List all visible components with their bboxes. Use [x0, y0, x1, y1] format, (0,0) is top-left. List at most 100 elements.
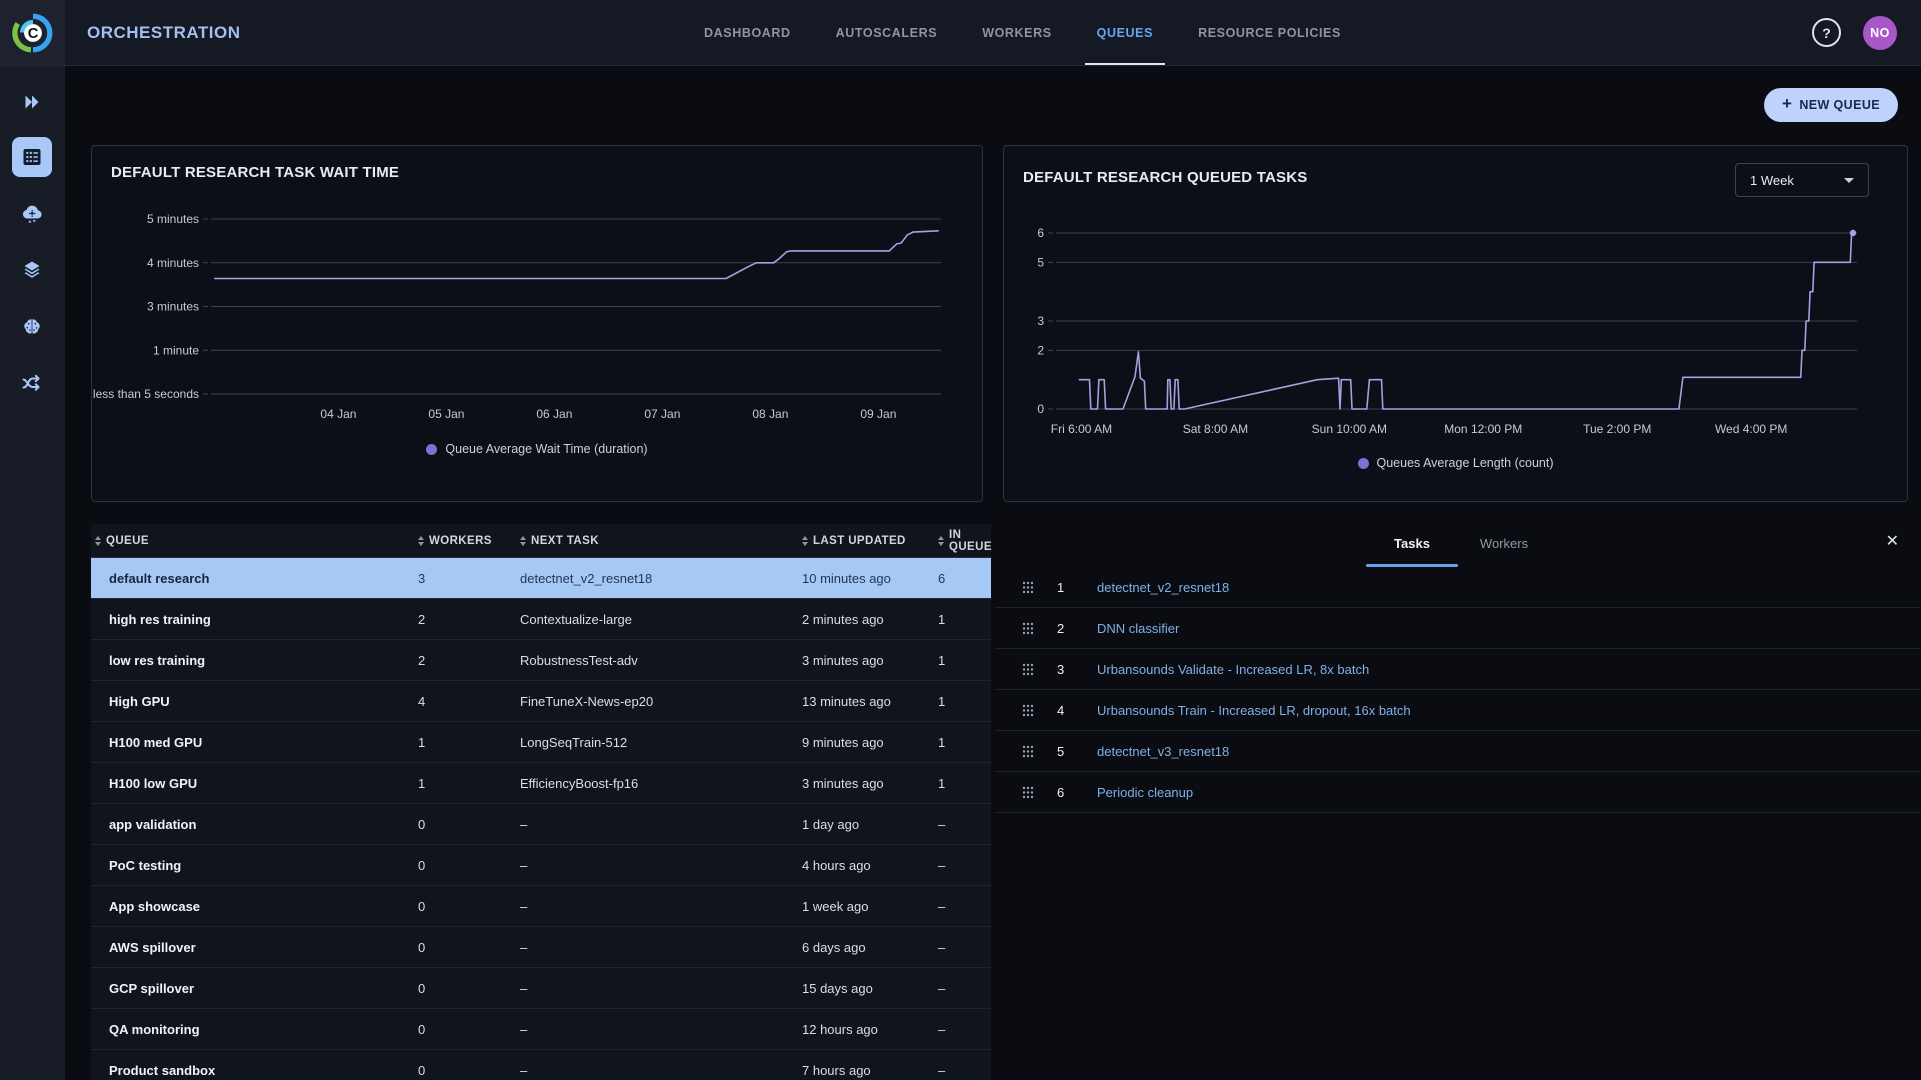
cell-last_updated: 12 hours ago: [802, 1021, 878, 1037]
sort-icon[interactable]: [802, 535, 808, 546]
table-header-row: QUEUE WORKERS NEXT TASK LAST UPDATED IN QUEU…: [91, 524, 992, 558]
sidebar-item-autoscaler[interactable]: [12, 193, 52, 233]
column-header-next_task[interactable]: NEXT TASK: [507, 535, 789, 547]
drag-handle-icon[interactable]: [1022, 786, 1034, 799]
sort-icon[interactable]: [520, 535, 526, 546]
nav-item-dashboard[interactable]: DASHBOARD: [704, 25, 791, 40]
cell-next_task: –: [520, 898, 528, 914]
sort-icon[interactable]: [418, 535, 424, 546]
cell-workers: 3: [418, 570, 426, 586]
avatar[interactable]: NO: [1863, 15, 1897, 50]
svg-text:09 Jan: 09 Jan: [860, 407, 896, 421]
cell-in_queue: 1: [938, 775, 946, 791]
svg-text:08 Jan: 08 Jan: [752, 407, 788, 421]
cell-next_task: –: [520, 816, 528, 832]
column-header-last_updated[interactable]: LAST UPDATED: [789, 535, 925, 547]
queue-row-h100-med-gpu[interactable]: H100 med GPU 1 LongSeqTrain-512 9 minutes a…: [91, 722, 991, 763]
queue-row-high-gpu[interactable]: High GPU 4 FineTuneX-News-ep20 13 minutes a…: [91, 681, 991, 722]
sidebar-item-brain[interactable]: [12, 307, 52, 347]
svg-text:1 minute: 1 minute: [153, 343, 199, 357]
sidebar-item-queues[interactable]: [12, 137, 52, 177]
queue-row-high-res-training[interactable]: high res training 2 Contextualize-large 2 m…: [91, 599, 991, 640]
queued-tasks-panel: DEFAULT RESEARCH QUEUED TASKS 1 Week 6 5 3…: [1003, 145, 1908, 502]
pipelines-icon: [22, 374, 40, 391]
wait-time-chart: 5 minutes 4 minutes 3 minutes 1 minute less …: [93, 212, 941, 421]
nav-item-queues[interactable]: QUEUES: [1084, 0, 1166, 65]
sidebar: [0, 65, 65, 1080]
task-row: 2 DNN classifier: [995, 608, 1921, 649]
task-link[interactable]: Urbansounds Validate - Increased LR, 8x …: [1097, 661, 1370, 677]
cell-last_updated: 1 day ago: [802, 816, 860, 832]
task-row: 3 Urbansounds Validate - Increased LR, 8x…: [995, 649, 1921, 690]
sidebar-item-expand[interactable]: [12, 82, 52, 122]
drag-handle-icon[interactable]: [1022, 704, 1034, 717]
drag-handle-icon[interactable]: [1022, 745, 1034, 758]
column-header-workers[interactable]: WORKERS: [405, 535, 507, 547]
queue-row-h100-low-gpu[interactable]: H100 low GPU 1 EfficiencyBoost-fp16 3 minut…: [91, 763, 991, 804]
queue-row-aws-spillover[interactable]: AWS spillover 0 – 6 days ago –: [91, 927, 991, 968]
cell-queue: H100 low GPU: [109, 775, 198, 791]
column-label: WORKERS: [429, 534, 492, 547]
queue-row-default-research[interactable]: default research 3 detectnet_v2_resnet18 10…: [91, 558, 991, 599]
queue-row-qa-monitoring[interactable]: QA monitoring 0 – 12 hours ago –: [91, 1009, 991, 1050]
cell-last_updated: 1 week ago: [802, 898, 869, 914]
queues-icon: [23, 149, 41, 165]
main-nav: DASHBOARD AUTOSCALERS WORKERS QUEUES RESOURC…: [704, 0, 1341, 65]
top-bar: C ORCHESTRATION DASHBOARD AUTOSCALERS WORK…: [0, 0, 1921, 66]
drag-handle-icon[interactable]: [1022, 581, 1034, 594]
svg-text:05 Jan: 05 Jan: [428, 407, 464, 421]
task-link[interactable]: DNN classifier: [1097, 620, 1180, 636]
queue-row-gcp-spillover[interactable]: GCP spillover 0 – 15 days ago –: [91, 968, 991, 1009]
drag-handle-icon[interactable]: [1022, 663, 1034, 676]
tab-tasks[interactable]: Tasks: [1366, 524, 1458, 567]
cell-workers: 4: [418, 693, 426, 709]
sidebar-item-layers[interactable]: [12, 250, 52, 290]
queued-tasks-title: DEFAULT RESEARCH QUEUED TASKS: [1023, 169, 1308, 186]
new-queue-button[interactable]: + NEW QUEUE: [1764, 88, 1898, 122]
legend-label: Queues Average Length (count): [1376, 456, 1554, 470]
column-header-queue[interactable]: QUEUE: [91, 535, 405, 547]
task-row: 1 detectnet_v2_resnet18: [995, 567, 1921, 608]
queue-row-poc-testing[interactable]: PoC testing 0 – 4 hours ago –: [91, 845, 991, 886]
sidebar-item-pipelines[interactable]: [12, 363, 52, 403]
clearml-logo[interactable]: C: [0, 0, 65, 65]
svg-text:3: 3: [1037, 314, 1044, 328]
column-header-in_queue[interactable]: IN QUEUE: [925, 529, 992, 553]
task-position: 6: [1057, 784, 1065, 800]
queue-row-app-validation[interactable]: app validation 0 – 1 day ago –: [91, 804, 991, 845]
sort-icon[interactable]: [95, 535, 101, 546]
cell-queue: high res training: [109, 611, 211, 627]
cell-in_queue: 1: [938, 693, 946, 709]
column-label: LAST UPDATED: [813, 534, 906, 547]
legend-dot-icon: [1357, 457, 1369, 469]
cell-next_task: detectnet_v2_resnet18: [520, 570, 653, 586]
task-position: 3: [1057, 661, 1065, 677]
nav-item-workers[interactable]: WORKERS: [982, 25, 1052, 40]
task-link[interactable]: detectnet_v3_resnet18: [1097, 743, 1230, 759]
nav-item-autoscalers[interactable]: AUTOSCALERS: [835, 25, 938, 40]
cell-queue: High GPU: [109, 693, 170, 709]
time-range-value: 1 Week: [1750, 172, 1794, 188]
queue-row-low-res-training[interactable]: low res training 2 RobustnessTest-adv 3 min…: [91, 640, 991, 681]
task-link[interactable]: Periodic cleanup: [1097, 784, 1194, 800]
cell-last_updated: 3 minutes ago: [802, 652, 884, 668]
time-range-select[interactable]: 1 Week: [1735, 163, 1869, 197]
task-link[interactable]: detectnet_v2_resnet18: [1097, 579, 1230, 595]
nav-item-resource-policies[interactable]: RESOURCE POLICIES: [1198, 25, 1341, 40]
task-position: 2: [1057, 620, 1065, 636]
help-icon[interactable]: ?: [1812, 18, 1841, 47]
cell-in_queue: 1: [938, 734, 946, 750]
task-link[interactable]: Urbansounds Train - Increased LR, dropou…: [1097, 702, 1411, 718]
queue-row-product-sandbox[interactable]: Product sandbox 0 – 7 hours ago –: [91, 1050, 991, 1080]
sort-icon[interactable]: [938, 535, 944, 546]
cell-next_task: LongSeqTrain-512: [520, 734, 628, 750]
cell-next_task: Contextualize-large: [520, 611, 633, 627]
cell-in_queue: –: [938, 1021, 946, 1037]
cell-workers: 2: [418, 652, 426, 668]
tasks-workers-tabs: Tasks Workers: [995, 524, 1921, 567]
drag-handle-icon[interactable]: [1022, 622, 1034, 635]
queue-row-app-showcase[interactable]: App showcase 0 – 1 week ago –: [91, 886, 991, 927]
tab-workers[interactable]: Workers: [1479, 536, 1529, 551]
close-icon[interactable]: ✕: [1885, 533, 1899, 550]
